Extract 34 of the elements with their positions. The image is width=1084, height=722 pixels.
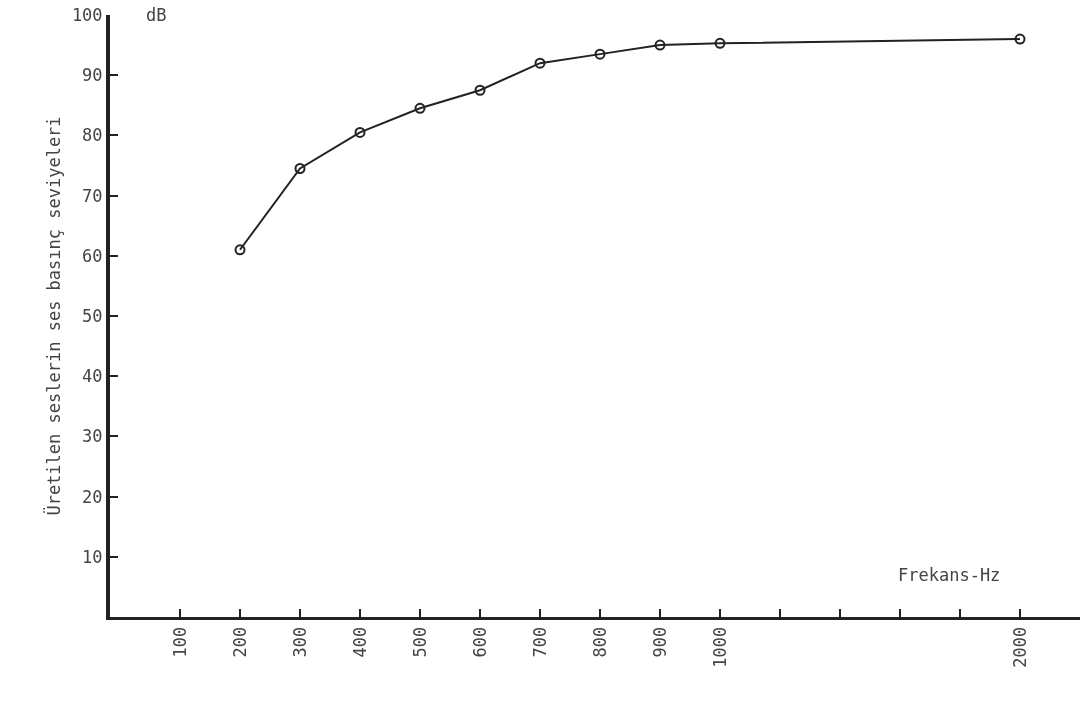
point [294,163,306,175]
y-tick-label: 60 [82,245,103,266]
x-tick-label: 900 [649,626,670,658]
x-tick-label: 300 [289,626,310,658]
x-tick-label: 200 [229,626,250,658]
x-tick-label: 2000 [1009,626,1030,668]
x-tick-label: 500 [409,626,430,658]
point [474,84,486,96]
x-tick-label: 400 [349,626,370,658]
x-axis-title: Frekans-Hz [898,565,1001,585]
x-tick-label: 1000 [709,626,730,668]
y-axis-title: Üretilen seslerin ses basınç seviyeleri [42,116,64,516]
y-tick-label: 100 [71,4,103,25]
point [654,39,666,51]
point [354,126,366,138]
y-tick-label: 20 [82,486,103,507]
x-tick-label: 700 [529,626,550,658]
y-tick-label: 80 [82,125,103,146]
point [594,48,606,60]
x-tick-label: 600 [469,626,490,658]
y-tick-label: 90 [82,65,103,86]
point [714,37,726,49]
point [534,57,546,69]
x-tick-label: 800 [589,626,610,658]
point [1014,33,1026,45]
y-tick-label: 40 [82,366,103,387]
point [414,102,426,114]
annotation: dB [146,5,167,25]
y-tick-label: 50 [82,305,103,326]
y-tick-label: 70 [82,185,103,206]
point [234,244,246,256]
y-tick-label: 30 [82,426,103,447]
y-tick-label: 10 [82,546,103,567]
x-tick-label: 100 [169,626,190,658]
